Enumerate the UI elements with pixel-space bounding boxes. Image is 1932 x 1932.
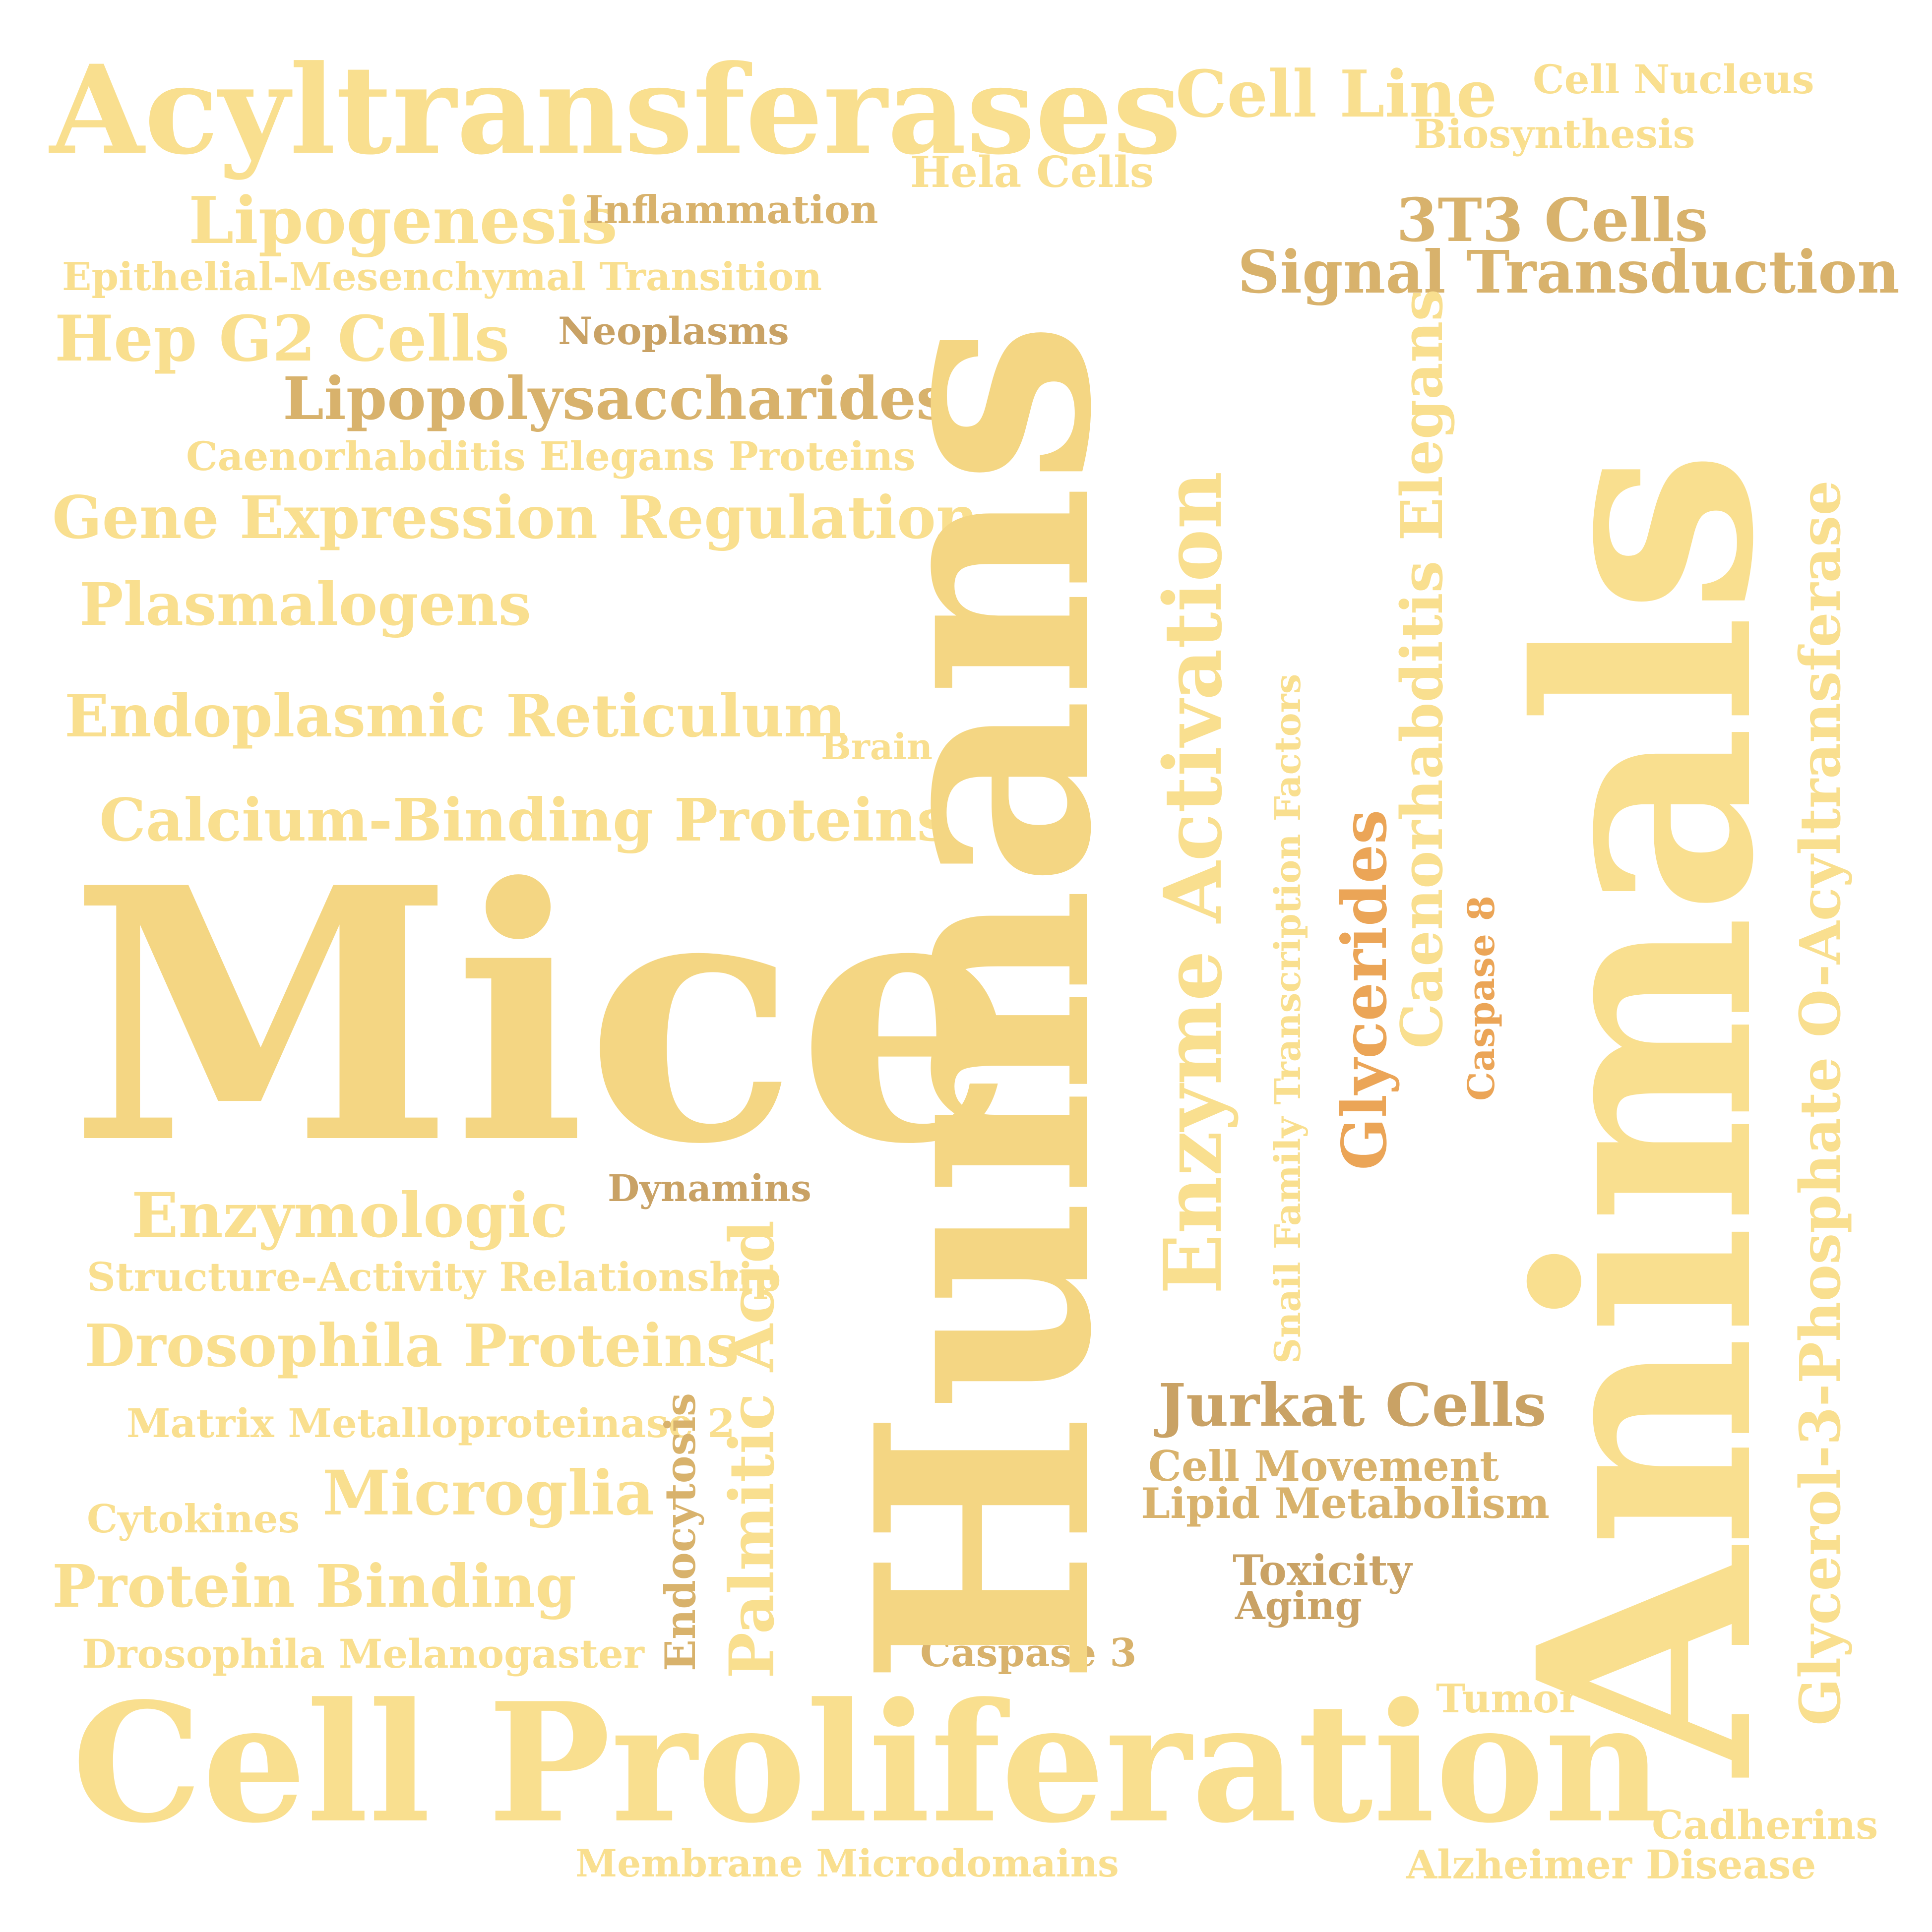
word-cell-line: Cell Line bbox=[1176, 56, 1497, 132]
word-drosophila-proteins: Drosophila Proteins bbox=[84, 1311, 740, 1380]
word-acyltransferases: Acyltransferases bbox=[50, 39, 1182, 182]
word-cell-proliferation: Cell Proliferation bbox=[72, 1667, 1664, 1859]
word-cell-movement: Cell Movement bbox=[1148, 1442, 1499, 1491]
word-caenorhabditis-elegans: Caenorhabditis Elegans bbox=[1389, 289, 1456, 1049]
word-microglia: Microglia bbox=[322, 1457, 655, 1529]
word-dynamins: Dynamins bbox=[608, 1167, 811, 1210]
word-protein-binding: Protein Binding bbox=[52, 1552, 576, 1621]
word-signal-transduction: Signal Transduction bbox=[1238, 238, 1900, 306]
word-membrane-microdomains: Membrane Microdomains bbox=[575, 1841, 1119, 1885]
word-biosynthesis: Biosynthesis bbox=[1414, 111, 1695, 157]
word-structure-activity-relationship: Structure-Activity Relationship bbox=[87, 1254, 781, 1300]
word-drosophila-melanogaster: Drosophila Melanogaster bbox=[82, 1630, 644, 1677]
word-tumor: Tumor bbox=[1436, 1675, 1580, 1722]
word-enzymologic: Enzymologic bbox=[131, 1180, 568, 1252]
word-glycerides: Glycerides bbox=[1329, 809, 1401, 1170]
word-cadherins: Cadherins bbox=[1652, 1802, 1878, 1848]
word-lipid-metabolism: Lipid Metabolism bbox=[1141, 1479, 1550, 1528]
word-gene-expression-regulation: Gene Expression Regulation bbox=[52, 483, 979, 552]
word-toxicity: Toxicity bbox=[1233, 1546, 1412, 1595]
word-c-elegans-proteins: Caenorhabditis Elegans Proteins bbox=[186, 433, 916, 480]
word-3t3-cells: 3T3 Cells bbox=[1396, 185, 1708, 255]
word-mice: Mice bbox=[69, 813, 1018, 1220]
word-palmitic-acid: Palmitic Acid bbox=[716, 1220, 788, 1679]
word-humans: Humans bbox=[812, 320, 1156, 1686]
word-alzheimer-disease: Alzheimer Disease bbox=[1406, 1841, 1816, 1888]
word-glycerol-3-phosphate: Glycerol-3-Phosphate O-Acyltransferase bbox=[1788, 480, 1853, 1726]
word-lipopolysaccharides: Lipopolysaccharides bbox=[283, 364, 949, 433]
word-inflammation: Inflammation bbox=[585, 187, 878, 233]
word-endocytosis: Endocytosis bbox=[656, 1392, 705, 1671]
word-plasmalogens: Plasmalogens bbox=[79, 570, 532, 639]
word-neoplasms: Neoplasms bbox=[558, 309, 789, 353]
word-lipogenesis: Lipogenesis bbox=[188, 182, 618, 258]
word-hela-cells: Hela Cells bbox=[910, 147, 1154, 197]
word-jurkat-cells: Jurkat Cells bbox=[1158, 1371, 1547, 1440]
word-cytokines: Cytokines bbox=[87, 1497, 300, 1542]
word-aging: Aging bbox=[1235, 1583, 1362, 1629]
word-endoplasmic-reticulum: Endoplasmic Reticulum bbox=[64, 681, 846, 750]
word-snail-family: Snail Family Transcription Factors bbox=[1266, 673, 1309, 1364]
word-hep-g2-cells: Hep G2 Cells bbox=[55, 302, 510, 375]
word-mmp2: Matrix Metalloproteinase 2 bbox=[126, 1400, 735, 1447]
word-cell-nucleus: Cell Nucleus bbox=[1533, 56, 1814, 103]
word-calcium-binding-proteins: Calcium-Binding Proteins bbox=[99, 785, 950, 854]
word-animals: Animals bbox=[1475, 449, 1818, 1775]
word-brain: Brain bbox=[821, 725, 933, 768]
word-caspase-8: Caspase 8 bbox=[1460, 895, 1503, 1101]
word-enzyme-activation: Enzyme Activation bbox=[1146, 471, 1240, 1294]
word-caspase-3: Caspase 3 bbox=[920, 1630, 1137, 1676]
word-emt: Epithelial-Mesenchymal Transition bbox=[62, 254, 822, 300]
